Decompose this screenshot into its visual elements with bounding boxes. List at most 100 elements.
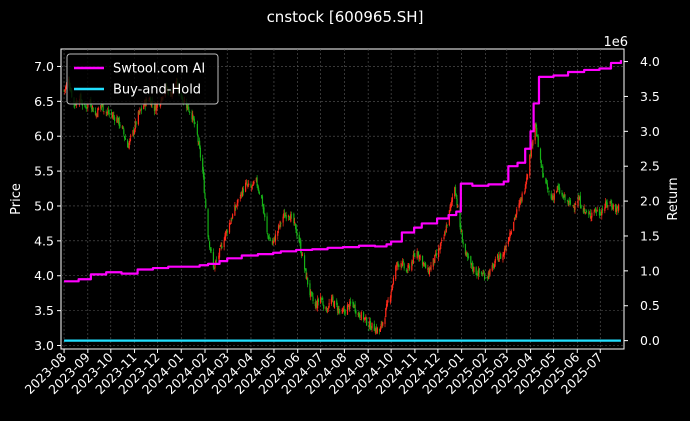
right-tick-label: 3.0 <box>640 124 660 139</box>
price-candle-body <box>403 263 405 269</box>
price-candle-body <box>100 104 102 109</box>
price-candle-body <box>112 115 114 117</box>
price-candle-body <box>398 264 400 268</box>
price-candle-body <box>465 252 467 256</box>
price-candle-body <box>569 200 571 205</box>
price-candle-body <box>119 124 121 127</box>
price-candle-body <box>300 241 302 253</box>
price-candle-body <box>117 117 120 123</box>
price-candle-body <box>438 249 440 251</box>
price-candle-body <box>257 187 259 189</box>
price-candle-body <box>114 117 116 122</box>
price-candle-body <box>353 304 355 307</box>
price-candle-body <box>467 252 469 258</box>
price-candle-body <box>64 86 67 90</box>
price-candle-body <box>229 223 231 225</box>
price-candle-body <box>421 255 424 266</box>
price-candle-body <box>129 138 131 143</box>
price-candle-body <box>159 104 161 106</box>
left-tick-label: 7.0 <box>34 59 54 74</box>
right-tick-label: 1.5 <box>640 228 660 243</box>
price-candle-body <box>207 209 209 237</box>
series-line-swtool <box>64 60 623 283</box>
price-candle-body <box>198 142 200 144</box>
price-candle-body <box>384 318 386 324</box>
price-candle-body <box>493 264 495 269</box>
price-candle-body <box>225 229 228 234</box>
price-candle-body <box>296 232 298 237</box>
price-candle-body <box>209 247 211 251</box>
price-candle-body <box>105 111 107 113</box>
price-candle-body <box>417 252 419 256</box>
price-candle-body <box>562 195 565 199</box>
price-candle-body <box>425 263 427 269</box>
price-candle-body <box>251 184 254 187</box>
price-candle-body <box>562 194 564 196</box>
price-candle-body <box>342 310 344 312</box>
price-candle-body <box>397 262 399 265</box>
price-candle-body <box>416 250 418 259</box>
right-tick-label: 4.0 <box>640 54 660 69</box>
price-candle-body <box>127 146 130 148</box>
right-axis-label: Return <box>666 177 681 220</box>
price-candle-body <box>240 192 242 196</box>
price-candle-body <box>513 217 516 221</box>
right-tick-label: 0.0 <box>640 333 660 348</box>
price-candle-body <box>223 240 225 248</box>
price-candle-body <box>368 326 370 328</box>
price-candle-body <box>438 248 440 258</box>
price-candle-body <box>546 182 548 183</box>
price-candle-body <box>408 265 410 267</box>
price-candle-body <box>261 196 264 206</box>
price-candle-body <box>373 323 375 331</box>
price-candle-body <box>510 232 512 235</box>
price-candle-body <box>215 261 217 263</box>
price-candle-body <box>234 205 236 216</box>
price-candle-body <box>493 264 496 268</box>
price-candle-body <box>188 109 190 112</box>
price-candle-body <box>519 201 521 205</box>
price-candle-body <box>591 212 593 218</box>
price-candle-body <box>65 84 67 89</box>
price-candle-body <box>320 296 322 304</box>
price-candle-body <box>277 225 280 230</box>
price-candle-body <box>387 300 389 302</box>
price-candle-body <box>218 248 221 258</box>
price-candle-body <box>566 200 568 202</box>
price-candle-body <box>459 204 461 228</box>
price-candle-body <box>122 126 124 129</box>
left-axis-label: Price <box>9 183 24 215</box>
price-candle-body <box>199 147 202 158</box>
price-candle-body <box>212 252 215 268</box>
price-candle-body <box>520 197 522 202</box>
price-candle-body <box>572 205 574 207</box>
price-candle-body <box>310 291 312 297</box>
price-candle-body <box>555 190 558 193</box>
legend-box <box>66 53 219 105</box>
price-candle-body <box>423 263 425 265</box>
price-candle-body <box>349 301 352 304</box>
price-candle-body <box>427 268 429 271</box>
price-candle-body <box>499 254 501 259</box>
plot-frame <box>60 48 625 350</box>
price-candle-body <box>418 254 420 258</box>
price-candle-body <box>503 248 506 255</box>
price-candle-body <box>502 254 504 261</box>
price-candle-body <box>548 190 550 193</box>
price-candle-body <box>325 306 327 310</box>
price-candle-body <box>309 283 311 296</box>
price-candle-body <box>561 193 563 195</box>
price-candle-body <box>446 224 448 227</box>
price-candle-body <box>609 201 611 204</box>
price-candle-body <box>287 215 290 217</box>
price-candle-body <box>500 253 502 259</box>
price-candle-body <box>337 307 339 313</box>
price-candle-body <box>239 197 241 198</box>
price-candle-body <box>451 200 453 204</box>
price-candle-body <box>558 187 560 189</box>
price-candle-body <box>396 262 398 267</box>
price-candle-body <box>314 301 316 307</box>
price-candle-body <box>250 184 252 188</box>
price-candle-body <box>255 177 257 182</box>
